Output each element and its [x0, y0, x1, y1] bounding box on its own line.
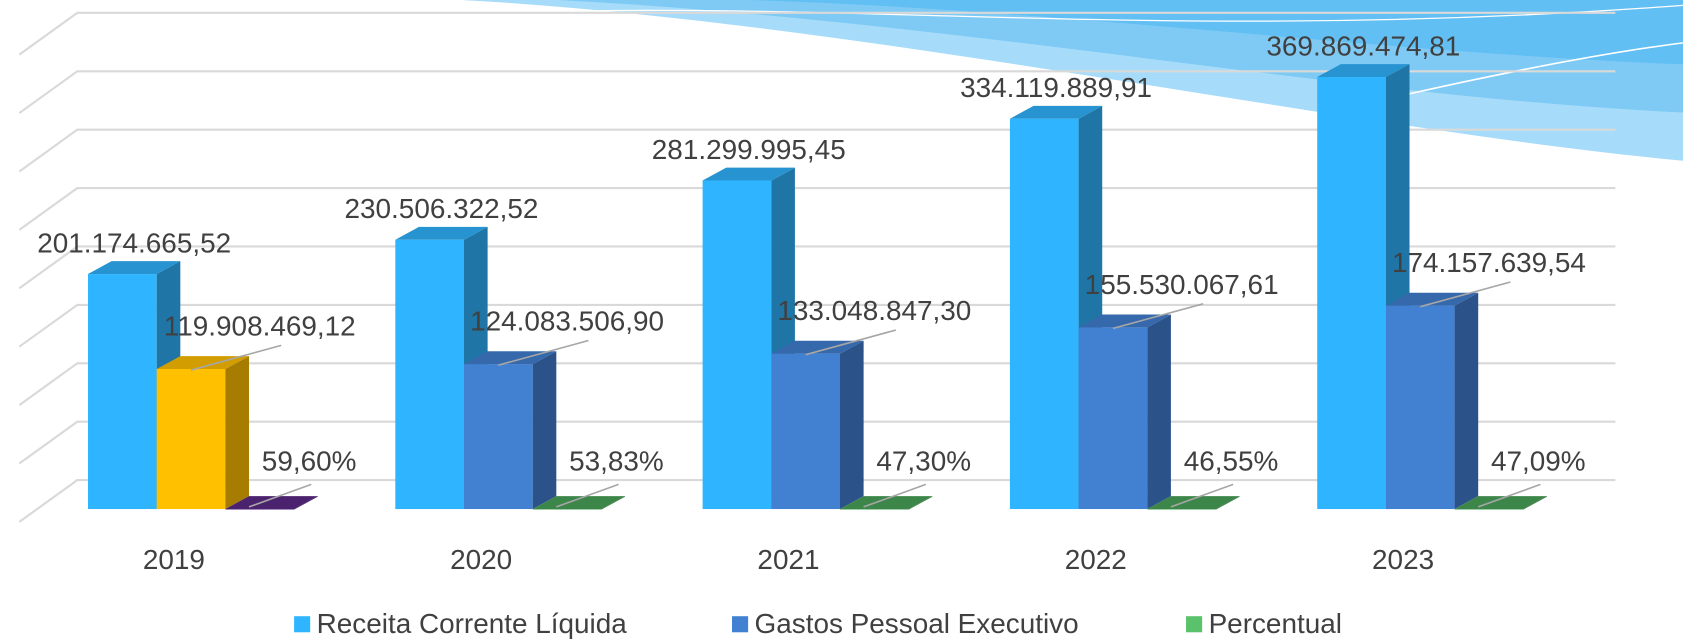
value-label: 369.869.474,81: [1266, 30, 1460, 61]
bar-side: [1147, 315, 1171, 510]
bar: [464, 364, 533, 509]
legend-label: Percentual: [1209, 608, 1342, 639]
value-label: 47,30%: [876, 445, 971, 476]
bar: [1317, 77, 1386, 509]
value-label: 201.174.665,52: [37, 227, 231, 258]
legend-swatch: [294, 616, 310, 632]
x-tick-label: 2021: [757, 544, 819, 575]
chart: 2019 2020 2021 2022 2023 201.174.665,52 119.90…: [0, 0, 1683, 643]
bar: [1147, 509, 1216, 510]
x-tick-label: 2019: [143, 544, 205, 575]
value-label: 119.908.469,12: [164, 311, 356, 342]
x-tick-label: 2022: [1065, 544, 1127, 575]
bar: [840, 509, 909, 510]
value-label: 124.083.506,90: [470, 306, 664, 337]
value-label: 133.048.847,30: [777, 295, 971, 326]
bar-side: [840, 341, 864, 509]
legend-label: Receita Corrente Líquida: [317, 608, 628, 639]
value-label: 155.530.067,61: [1085, 269, 1279, 300]
legend-swatch: [732, 616, 748, 632]
value-label: 59,60%: [262, 445, 357, 476]
bar: [225, 509, 294, 510]
bar: [395, 240, 464, 509]
bar: [88, 274, 157, 509]
bar-side: [533, 351, 557, 509]
bar: [157, 369, 226, 509]
value-label: 47,09%: [1491, 445, 1586, 476]
legend-label: Gastos Pessoal Executivo: [755, 608, 1079, 639]
value-label: 46,55%: [1184, 445, 1279, 476]
page: 2019 2020 2021 2022 2023 201.174.665,52 119.90…: [0, 0, 1683, 643]
value-label: 230.506.322,52: [345, 193, 539, 224]
value-label: 53,83%: [569, 445, 664, 476]
value-label: 174.157.639,54: [1392, 247, 1586, 278]
bar: [1455, 509, 1524, 510]
bar-side: [225, 356, 249, 509]
value-label: 281.299.995,45: [652, 134, 846, 165]
bar: [1010, 119, 1079, 509]
bar: [771, 354, 840, 509]
bar: [703, 180, 772, 509]
bar: [533, 509, 602, 510]
bar: [1386, 306, 1455, 509]
bar: [1079, 327, 1148, 509]
value-label: 334.119.889,91: [960, 72, 1152, 103]
x-tick-label: 2023: [1372, 544, 1434, 575]
x-tick-label: 2020: [450, 544, 512, 575]
bar-side: [1455, 293, 1479, 509]
legend-swatch: [1186, 616, 1202, 632]
